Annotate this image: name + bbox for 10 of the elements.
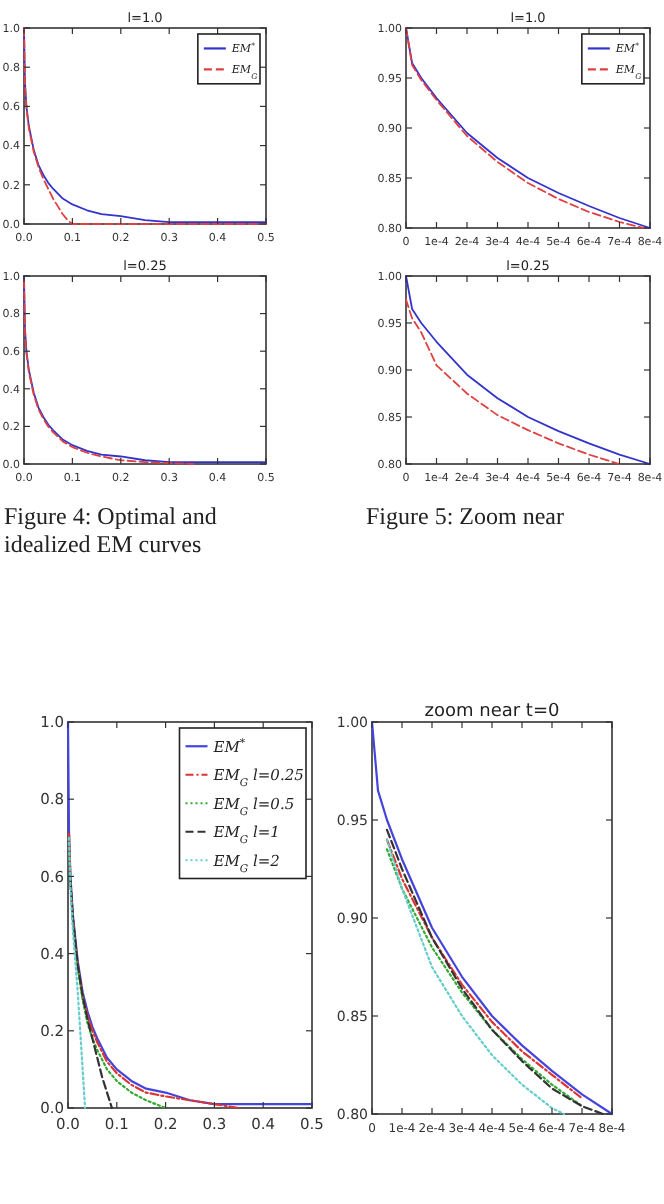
caption: Figure 4: Optimal and idealized EM curves — [4, 502, 217, 558]
chart-title: zoom near t=0 — [424, 702, 561, 722]
line-series — [405, 298, 621, 465]
line-series — [23, 278, 195, 465]
line-series — [66, 720, 314, 1106]
caption: Figure 5: Zoom near — [366, 502, 564, 530]
line-series — [67, 836, 87, 1110]
line-series — [370, 720, 614, 1116]
line-series — [23, 275, 267, 464]
line-series — [405, 275, 651, 465]
